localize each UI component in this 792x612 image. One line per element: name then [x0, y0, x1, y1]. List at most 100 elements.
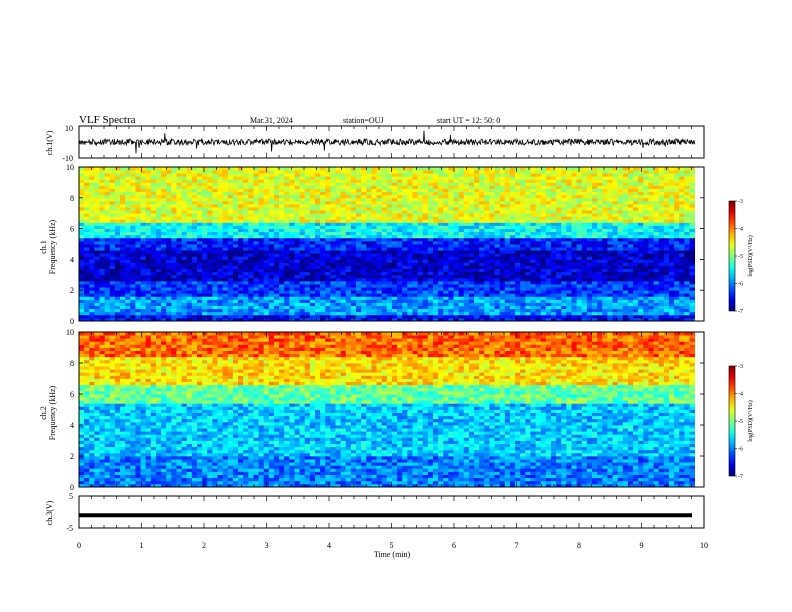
spectrogram-cell — [550, 305, 557, 310]
spectrogram-cell — [340, 173, 347, 177]
spectrogram-cell — [345, 210, 352, 214]
spectrogram-cell — [279, 210, 285, 214]
spectrogram-cell — [520, 317, 526, 322]
spectrogram-cell — [474, 170, 480, 174]
spectrogram-cell — [576, 200, 583, 205]
spectrogram-cell — [561, 185, 567, 189]
spectrogram-cell — [161, 225, 167, 229]
spectrogram-cell — [135, 265, 141, 270]
spectrogram-cell — [448, 274, 454, 279]
spectrogram-cell — [397, 216, 403, 220]
spectrogram-cell — [576, 170, 583, 174]
spectrogram-cell — [104, 290, 111, 294]
spectrogram-cell — [540, 185, 547, 189]
spectrogram-cell — [397, 237, 403, 242]
spectrogram-cell — [202, 284, 208, 288]
spectrogram-cell — [84, 256, 90, 260]
spectrogram-cell — [191, 256, 198, 260]
spectrogram-cell — [176, 277, 182, 282]
spectrogram-cell — [191, 280, 198, 285]
spectrogram-cell — [330, 225, 336, 229]
spectrogram-cell — [238, 293, 244, 297]
spectrogram-cell — [222, 182, 229, 186]
spectrogram-cell — [166, 225, 172, 229]
spectrogram-cell — [155, 213, 162, 217]
spectrogram-cell — [356, 197, 362, 202]
spectrogram-cell — [217, 176, 224, 180]
spectrogram-cell — [535, 203, 542, 208]
spectrogram-cell — [535, 167, 542, 171]
spectrogram-cell — [289, 314, 295, 319]
spectrogram-cell — [581, 237, 588, 242]
spectrogram-cell — [217, 284, 224, 288]
spectrogram-cell — [191, 194, 198, 199]
spectrogram-cell — [586, 225, 593, 229]
spectrogram-cell — [84, 176, 90, 180]
spectrogram-cell — [402, 296, 408, 300]
spectrogram-cell — [571, 225, 578, 229]
spectrogram-cell — [366, 271, 372, 276]
spectrogram-cell — [397, 219, 403, 223]
spectrogram-cell — [253, 194, 259, 199]
spectrogram-cell — [468, 308, 475, 313]
spectrogram-cell — [304, 296, 311, 300]
spectrogram-cell — [299, 311, 306, 316]
spectrogram-cell — [294, 185, 300, 189]
spectrogram-cell — [284, 253, 290, 257]
spectrogram-cell — [417, 268, 424, 273]
spectrogram-cell — [289, 256, 295, 260]
spectrogram-cell — [545, 280, 552, 285]
spectrogram-cell — [181, 317, 188, 322]
spectrogram-cell — [232, 207, 239, 211]
spectrogram-cell — [545, 308, 552, 313]
spectrogram-cell — [232, 253, 239, 257]
spectrogram-cell — [248, 244, 254, 248]
spectrogram-cell — [479, 253, 485, 257]
spectrogram-cell — [438, 247, 444, 251]
spectrogram-cell — [140, 311, 147, 316]
spectrogram-cell — [79, 219, 85, 223]
spectrogram-cell — [494, 182, 501, 186]
spectrogram-cell — [330, 290, 336, 294]
spectrogram-cell — [263, 311, 270, 316]
spectrogram-cell — [161, 317, 167, 322]
spectrogram-cell — [99, 225, 106, 229]
spectrogram-cell — [109, 197, 116, 202]
spectrogram-cell — [145, 277, 152, 282]
spectrogram-cell — [325, 308, 331, 313]
spectrogram-cell — [443, 290, 449, 294]
spectrogram-cell — [340, 203, 347, 208]
spectrogram-cell — [217, 293, 224, 297]
spectrogram-cell — [345, 305, 352, 310]
spectrogram-cell — [520, 210, 526, 214]
spectrogram-cell — [520, 256, 526, 260]
spectrogram-cell — [494, 237, 501, 242]
spectrogram-cell — [258, 234, 265, 239]
spectrogram-cell — [412, 311, 418, 316]
spectrogram-cell — [545, 284, 552, 288]
spectrogram-cell — [427, 277, 434, 282]
spectrogram-cell — [489, 225, 495, 229]
spectrogram-cell — [381, 222, 388, 226]
spectrogram-cell — [458, 185, 465, 189]
spectrogram-cell — [350, 194, 357, 199]
spectrogram-cell — [99, 210, 106, 214]
spectrogram-cell — [125, 213, 131, 217]
spectrogram-cell — [381, 302, 388, 306]
spectrogram-cell — [145, 167, 152, 171]
spectrogram-cell — [304, 167, 311, 171]
spectrogram-cell — [381, 207, 388, 211]
spectrogram-cell — [530, 185, 536, 189]
spectrogram-cell — [545, 216, 552, 220]
spectrogram-cell — [412, 280, 418, 285]
spectrogram-cell — [258, 240, 265, 245]
spectrogram-cell — [320, 290, 326, 294]
spectrogram-cell — [299, 179, 306, 183]
spectrogram-cell — [120, 296, 126, 300]
spectrogram-cell — [130, 299, 136, 303]
spectrogram-cell — [99, 287, 106, 291]
spectrogram-cell — [253, 203, 259, 208]
spectrogram-cell — [376, 222, 383, 226]
spectrogram-cell — [145, 173, 152, 177]
spectrogram-cell — [166, 259, 172, 263]
